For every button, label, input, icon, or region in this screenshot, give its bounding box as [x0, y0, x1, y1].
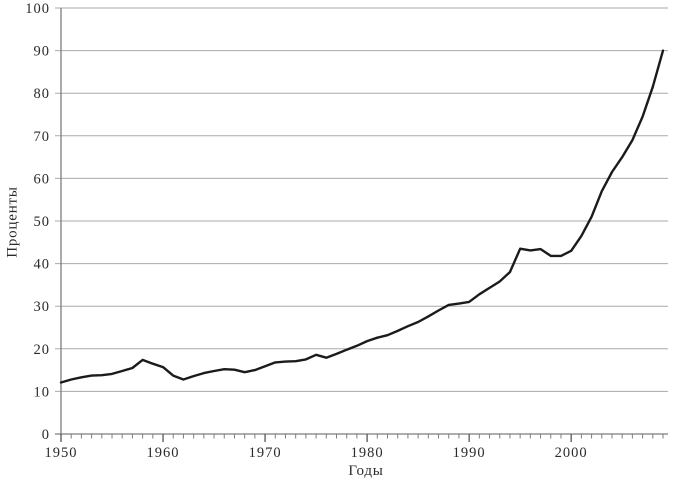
y-tick-label: 30	[34, 299, 51, 315]
y-tick-label: 50	[34, 214, 51, 230]
y-tick-label: 40	[34, 257, 51, 273]
y-axis-title: Проценты	[4, 186, 21, 258]
y-tick-label: 70	[34, 129, 51, 145]
x-tick-label: 1990	[453, 445, 486, 461]
x-tick-label: 1970	[249, 445, 282, 461]
y-tick-label: 60	[34, 171, 51, 187]
chart-curve	[59, 49, 665, 384]
x-tick-label: 2000	[555, 445, 588, 461]
y-tick-label: 10	[34, 384, 51, 400]
y-tick-label: 100	[25, 1, 50, 17]
x-tick-label: 1980	[351, 445, 384, 461]
y-tick-label: 80	[34, 86, 51, 102]
x-tick-label: 1950	[45, 445, 78, 461]
x-tick-label: 1960	[147, 445, 180, 461]
y-tick-label: 0	[42, 427, 50, 443]
x-axis-title: Годы	[348, 463, 384, 479]
y-tick-label: 20	[34, 342, 51, 358]
y-tick-label: 90	[34, 44, 51, 60]
